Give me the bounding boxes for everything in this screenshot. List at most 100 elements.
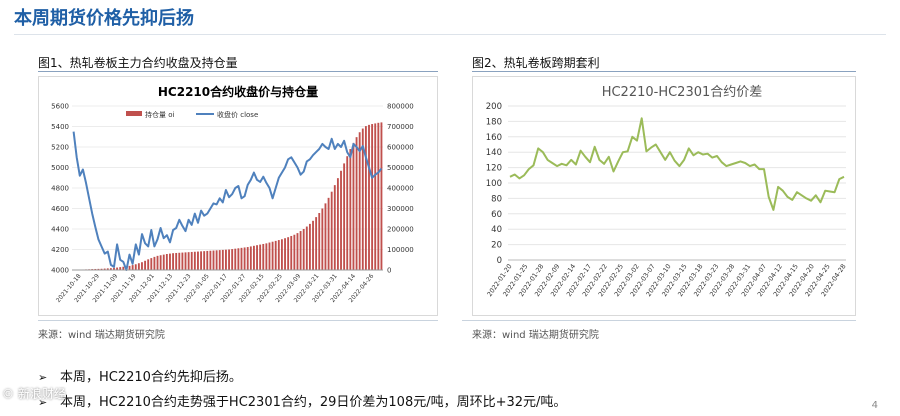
oi-bar (265, 243, 268, 270)
y-left-tick-label: 4800 (51, 185, 69, 193)
oi-bar (308, 223, 311, 270)
oi-bar (203, 251, 206, 270)
oi-bar (343, 163, 346, 270)
oi-bar (355, 137, 358, 270)
oi-bar (184, 252, 187, 270)
oi-bar (159, 255, 162, 270)
oi-bar (103, 268, 106, 270)
oi-bar (175, 252, 178, 270)
oi-bar (178, 252, 181, 270)
oi-bar (209, 250, 212, 270)
legend-oi-label: 持仓量 oi (145, 110, 175, 119)
y-tick-label: 60 (491, 210, 502, 220)
bullet-2-text: 本周，HC2210合约走势强于HC2301合约，29日价差为108元/吨，周环比… (60, 395, 567, 410)
y-tick-label: 40 (491, 225, 502, 235)
oi-bar (302, 229, 305, 270)
y-tick-label: 20 (491, 241, 502, 251)
y-right-tick-label: 700000 (387, 123, 414, 131)
oi-bar (234, 248, 237, 270)
y-tick-label: 160 (486, 133, 502, 143)
chart1-right-axis: 0 100000 200000 300000 400000 500000 600000 700… (387, 103, 414, 275)
y-left-tick-label: 5600 (51, 103, 69, 111)
oi-bar (315, 217, 318, 270)
y-left-tick-label: 4400 (51, 226, 69, 234)
y-right-tick-label: 500000 (387, 164, 414, 172)
oi-bar (368, 124, 370, 270)
oi-bar (150, 258, 153, 270)
oi-bar (113, 267, 115, 270)
y-tick-label: 200 (486, 102, 502, 112)
oi-bar (324, 203, 327, 270)
legend-oi-swatch (126, 111, 142, 116)
oi-bar (97, 268, 100, 270)
oi-bar (312, 220, 314, 270)
oi-bar (131, 265, 134, 270)
oi-bar (377, 122, 380, 270)
figure1-caption: 图1、热轧卷板主力合约收盘及持仓量 (38, 56, 238, 70)
chart1-legend: 持仓量 oi 收盘价 close (126, 110, 258, 119)
oi-bar (144, 260, 147, 270)
oi-bar (100, 268, 103, 270)
figure1-source: 来源：wind 瑞达期货研究院 (38, 330, 165, 341)
oi-bar (172, 253, 175, 270)
oi-bar (371, 124, 374, 270)
oi-bar (94, 268, 97, 270)
oi-bar (340, 170, 342, 270)
oi-bar (280, 239, 283, 270)
legend-close-label: 收盘价 close (217, 110, 258, 119)
bullet-arrow-icon: ➢ (38, 396, 48, 409)
oi-bar (197, 251, 199, 270)
oi-bar (284, 238, 286, 270)
oi-bar (134, 264, 137, 270)
figure2-caption: 图2、热轧卷板跨期套利 (472, 56, 600, 70)
oi-bar (147, 259, 150, 270)
oi-bar (274, 240, 277, 270)
oi-bar (253, 245, 255, 270)
oi-bar (256, 245, 258, 270)
oi-bar (119, 267, 122, 270)
oi-bar (305, 226, 308, 270)
oi-bar (321, 208, 324, 270)
figure1-source-divider (38, 320, 438, 321)
y-right-tick-label: 800000 (387, 103, 414, 111)
page-title: 本周期货价格先抑后扬 (14, 8, 194, 29)
y-tick-label: 120 (486, 164, 502, 174)
y-tick-label: 100 (486, 179, 502, 189)
oi-bar (215, 250, 218, 270)
oi-bar (290, 235, 293, 270)
oi-bar (128, 265, 131, 270)
oi-bar (271, 241, 274, 270)
oi-bar (352, 142, 355, 270)
chart2-border (472, 76, 856, 316)
oi-bar (380, 122, 383, 271)
oi-bar (293, 234, 296, 270)
oi-bar (225, 249, 227, 270)
oi-bar (200, 251, 202, 270)
oi-bar (240, 247, 243, 270)
oi-bar (181, 252, 184, 270)
y-tick-label: 0 (497, 256, 502, 266)
oi-bar (231, 249, 234, 270)
bullet-2: ➢ 本周，HC2210合约走势强于HC2301合约，29日价差为108元/吨，周环… (38, 391, 566, 410)
oi-bar (330, 191, 333, 270)
oi-bar (364, 126, 367, 270)
oi-bar (296, 233, 299, 270)
chart2-y-axis: 0 20 40 60 80 100 120 140 160 180 200 (486, 102, 502, 266)
page-number: 4 (871, 400, 878, 411)
y-right-tick-label: 300000 (387, 205, 414, 213)
oi-bar (336, 178, 339, 270)
oi-bar (287, 237, 290, 270)
bullet-1-text: 本周，HC2210合约先抑后扬。 (60, 370, 242, 385)
oi-bar (162, 254, 165, 270)
oi-bar (277, 240, 280, 270)
oi-bar (318, 213, 321, 270)
oi-bar (218, 250, 221, 270)
figure2-source-divider (462, 320, 856, 321)
chart-oi-close: HC2210合约收盘价与持仓量 持仓量 oi 收盘价 close 4000 420… (38, 76, 438, 316)
figure2-source: 来源：wind 瑞达期货研究院 (472, 330, 599, 341)
bullet-1: ➢ 本周，HC2210合约先抑后扬。 (38, 366, 242, 385)
oi-bar (165, 254, 168, 270)
oi-bar (109, 268, 112, 270)
oi-bar (262, 243, 265, 270)
y-right-tick-label: 600000 (387, 144, 414, 152)
